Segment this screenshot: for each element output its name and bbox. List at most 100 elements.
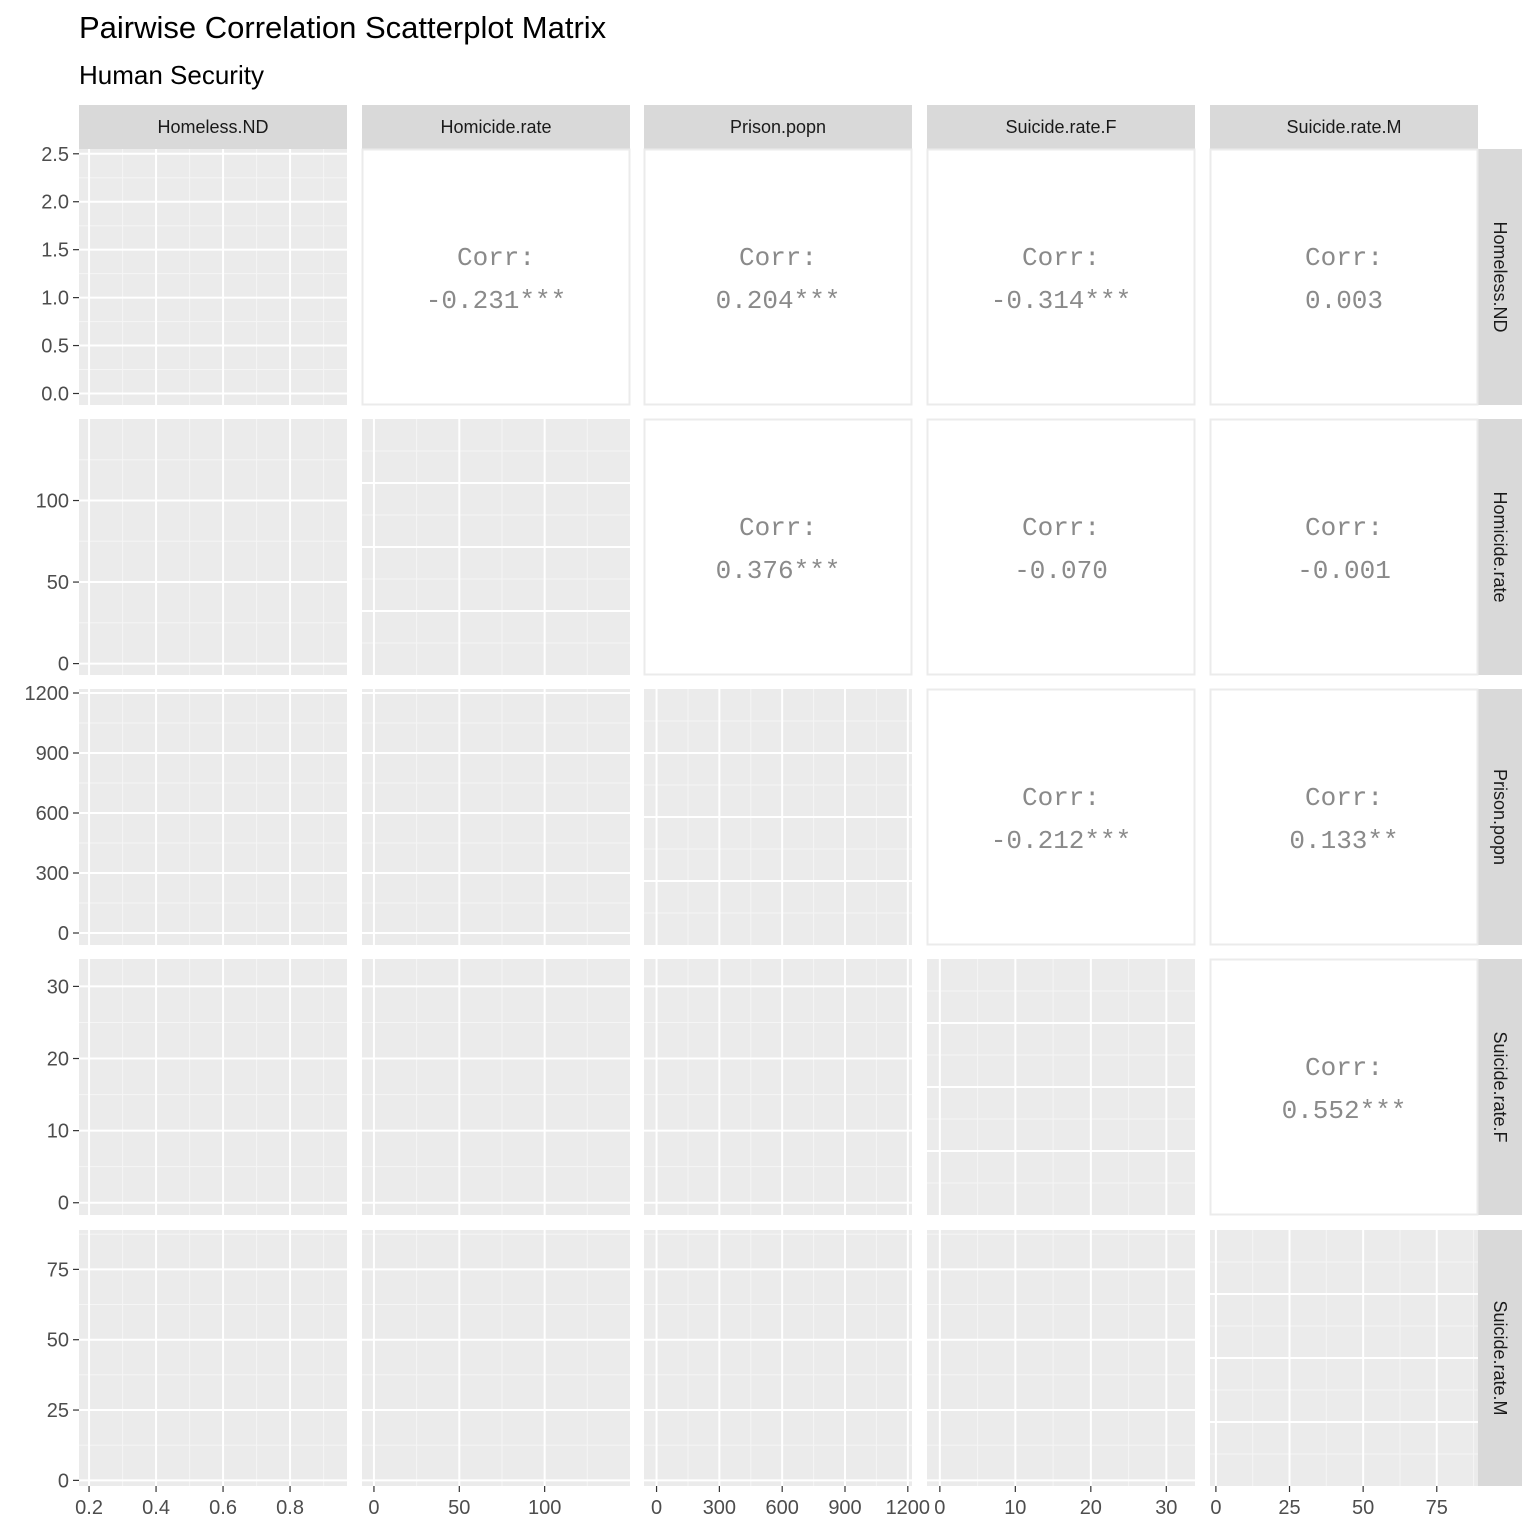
correlation-panel bbox=[643, 418, 913, 676]
correlation-panel bbox=[926, 148, 1196, 406]
y-tick-label: 1.0 bbox=[41, 288, 69, 310]
panel-Homeless.ND-Homicide.rate: Corr: -0.231*** bbox=[361, 148, 631, 406]
y-tick-label: 900 bbox=[36, 743, 69, 765]
correlation-value: -0.001 bbox=[1297, 556, 1391, 586]
x-tick-label: 30 bbox=[1155, 1497, 1177, 1519]
correlation-label: Corr: bbox=[739, 243, 817, 273]
panel-background bbox=[362, 689, 630, 945]
panel-background bbox=[362, 959, 630, 1215]
y-tick-label: 0 bbox=[58, 1470, 69, 1492]
correlation-value: -0.231*** bbox=[426, 286, 566, 316]
row-strip-Suicide.rate.M bbox=[1478, 1230, 1522, 1486]
column-strip-Homeless.ND bbox=[79, 105, 347, 149]
panel-Prison.popn-Suicide.rate.F: Corr: -0.212*** bbox=[926, 688, 1196, 946]
y-tick-label: 25 bbox=[47, 1400, 69, 1422]
correlation-panel bbox=[643, 148, 913, 406]
correlation-panel bbox=[926, 418, 1196, 676]
correlation-label: Corr: bbox=[1305, 243, 1383, 273]
correlation-label: Corr: bbox=[1305, 1053, 1383, 1083]
column-strip-Suicide.rate.M bbox=[1210, 105, 1478, 149]
correlation-label: Corr: bbox=[1022, 513, 1100, 543]
column-strip-label: Suicide.rate.M bbox=[1286, 117, 1401, 137]
x-tick-label: 75 bbox=[1426, 1497, 1448, 1519]
correlation-label: Corr: bbox=[739, 513, 817, 543]
x-tick-label: 0.6 bbox=[209, 1497, 237, 1519]
panel-Homicide.rate-Prison.popn: Corr: 0.376*** bbox=[643, 418, 913, 676]
panel-Suicide.rate.F-Suicide.rate.M: Corr: 0.552*** bbox=[1209, 958, 1479, 1216]
y-tick-label: 0 bbox=[58, 654, 69, 676]
panel-Homeless.ND-Prison.popn: Corr: 0.204*** bbox=[643, 148, 913, 406]
y-tick-label: 0.0 bbox=[41, 383, 69, 405]
x-tick-label: 0 bbox=[368, 1497, 379, 1519]
panel-background bbox=[79, 149, 347, 405]
x-tick-label: 0 bbox=[651, 1497, 662, 1519]
correlation-value: -0.314*** bbox=[991, 286, 1131, 316]
row-strip-Homicide.rate bbox=[1478, 419, 1522, 675]
x-tick-label: 100 bbox=[528, 1497, 561, 1519]
panel-Homeless.ND-Suicide.rate.M: Corr: 0.003 bbox=[1209, 148, 1479, 406]
correlation-value: 0.204*** bbox=[716, 286, 841, 316]
x-tick-label: 0.4 bbox=[142, 1497, 170, 1519]
column-strip-label: Homeless.ND bbox=[157, 117, 268, 137]
panel-Homicide.rate-Suicide.rate.M: Corr: -0.001 bbox=[1209, 418, 1479, 676]
y-tick-label: 20 bbox=[47, 1049, 69, 1071]
y-tick-label: 2.5 bbox=[41, 144, 69, 166]
panel-background bbox=[644, 1230, 912, 1486]
x-tick-label: 0.2 bbox=[75, 1497, 103, 1519]
x-tick-label: 10 bbox=[1004, 1497, 1026, 1519]
y-tick-label: 600 bbox=[36, 803, 69, 825]
column-strip-label: Prison.popn bbox=[730, 117, 826, 137]
y-tick-label: 1200 bbox=[25, 683, 70, 705]
correlation-value: 0.003 bbox=[1305, 286, 1383, 316]
y-tick-label: 0 bbox=[58, 1193, 69, 1215]
correlation-value: 0.376*** bbox=[716, 556, 841, 586]
correlation-panel bbox=[361, 148, 631, 406]
panel-background bbox=[927, 1230, 1195, 1486]
correlation-label: Corr: bbox=[457, 243, 535, 273]
correlation-panel bbox=[926, 688, 1196, 946]
x-tick-label: 1200 bbox=[886, 1497, 931, 1519]
row-strip-label: Homeless.ND bbox=[1490, 221, 1510, 332]
y-tick-label: 0 bbox=[58, 923, 69, 945]
correlation-value: -0.070 bbox=[1014, 556, 1108, 586]
chart-subtitle: Human Security bbox=[79, 60, 264, 90]
y-tick-label: 2.0 bbox=[41, 192, 69, 214]
chart-title: Pairwise Correlation Scatterplot Matrix bbox=[79, 10, 607, 45]
correlation-label: Corr: bbox=[1305, 783, 1383, 813]
row-strip-label: Suicide.rate.F bbox=[1490, 1031, 1510, 1142]
row-strip-Prison.popn bbox=[1478, 689, 1522, 945]
panel-background bbox=[644, 959, 912, 1215]
y-tick-label: 100 bbox=[36, 491, 69, 513]
y-tick-label: 30 bbox=[47, 976, 69, 998]
y-tick-label: 300 bbox=[36, 863, 69, 885]
y-tick-label: 1.5 bbox=[41, 240, 69, 262]
correlation-label: Corr: bbox=[1305, 513, 1383, 543]
column-strip-Prison.popn bbox=[644, 105, 912, 149]
correlation-panel bbox=[1209, 688, 1479, 946]
x-tick-label: 600 bbox=[766, 1497, 799, 1519]
row-strip-label: Homicide.rate bbox=[1490, 491, 1510, 602]
row-strip-label: Prison.popn bbox=[1490, 769, 1510, 865]
panel-background bbox=[79, 419, 347, 675]
x-tick-label: 900 bbox=[828, 1497, 861, 1519]
panel-background bbox=[362, 1230, 630, 1486]
correlation-label: Corr: bbox=[1022, 243, 1100, 273]
correlation-panel bbox=[1209, 958, 1479, 1216]
x-tick-label: 0.8 bbox=[276, 1497, 304, 1519]
x-tick-label: 50 bbox=[448, 1497, 470, 1519]
correlation-value: 0.133** bbox=[1289, 826, 1398, 856]
correlation-value: -0.212*** bbox=[991, 826, 1131, 856]
x-tick-label: 0 bbox=[934, 1497, 945, 1519]
x-tick-label: 20 bbox=[1080, 1497, 1102, 1519]
panel-background bbox=[79, 959, 347, 1215]
panel-background bbox=[79, 689, 347, 945]
row-strip-Homeless.ND bbox=[1478, 149, 1522, 405]
x-tick-label: 300 bbox=[703, 1497, 736, 1519]
column-strip-Suicide.rate.F bbox=[927, 105, 1195, 149]
y-tick-label: 10 bbox=[47, 1121, 69, 1143]
y-tick-label: 0.5 bbox=[41, 336, 69, 358]
panel-Homeless.ND-Suicide.rate.F: Corr: -0.314*** bbox=[926, 148, 1196, 406]
y-tick-label: 75 bbox=[47, 1259, 69, 1281]
correlation-panel bbox=[1209, 418, 1479, 676]
